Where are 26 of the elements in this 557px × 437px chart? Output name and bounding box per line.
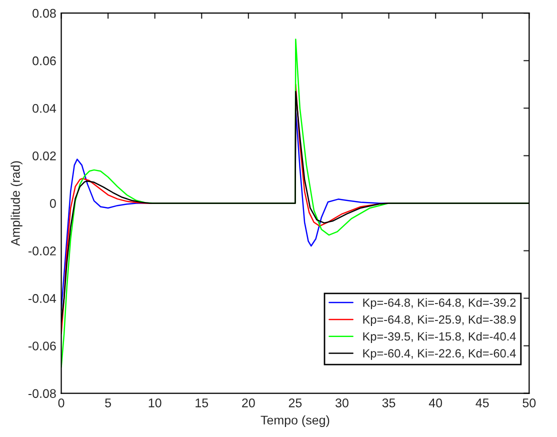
x-tick-label: 50 [522,398,536,408]
y-tick-label: -0.02 [28,246,56,256]
x-tick-label: 45 [476,398,489,408]
legend-label: Kp=-64.8, Ki=-25.9, Kd=-38.9 [363,315,516,326]
x-tick-label: 5 [105,398,112,408]
legend-label: Kp=-60.4, Ki=-22.6, Kd=-60.4 [363,348,516,360]
y-axis-title: Amplitude (rad) [10,161,22,246]
y-tick-label: 0.04 [32,104,56,113]
y-tick-label: 0.02 [32,151,56,160]
x-tick-label: 0 [58,398,64,408]
y-tick-label: 0.06 [32,56,56,66]
y-tick-label: 0 [50,199,56,208]
x-tick-label: 35 [382,398,396,408]
x-tick-label: 15 [196,398,208,408]
x-tick-label: 20 [242,398,255,408]
x-tick-label: 30 [336,398,348,408]
y-tick-label: -0.06 [28,342,56,350]
x-tick-label: 10 [148,398,162,408]
y-tick-label: -0.08 [28,389,56,398]
y-tick-label: 0.08 [32,8,56,18]
x-axis-title: Tempo (seg) [260,415,330,428]
legend-label: Kp=-39.5, Ki=-15.8, Kd=-40.4 [363,332,516,343]
x-tick-label: 40 [428,398,442,408]
x-tick-label: 25 [288,398,302,408]
legend-label: Kp=-64.8, Ki=-64.8, Kd=-39.2 [363,298,516,310]
y-tick-label: -0.04 [28,294,56,303]
